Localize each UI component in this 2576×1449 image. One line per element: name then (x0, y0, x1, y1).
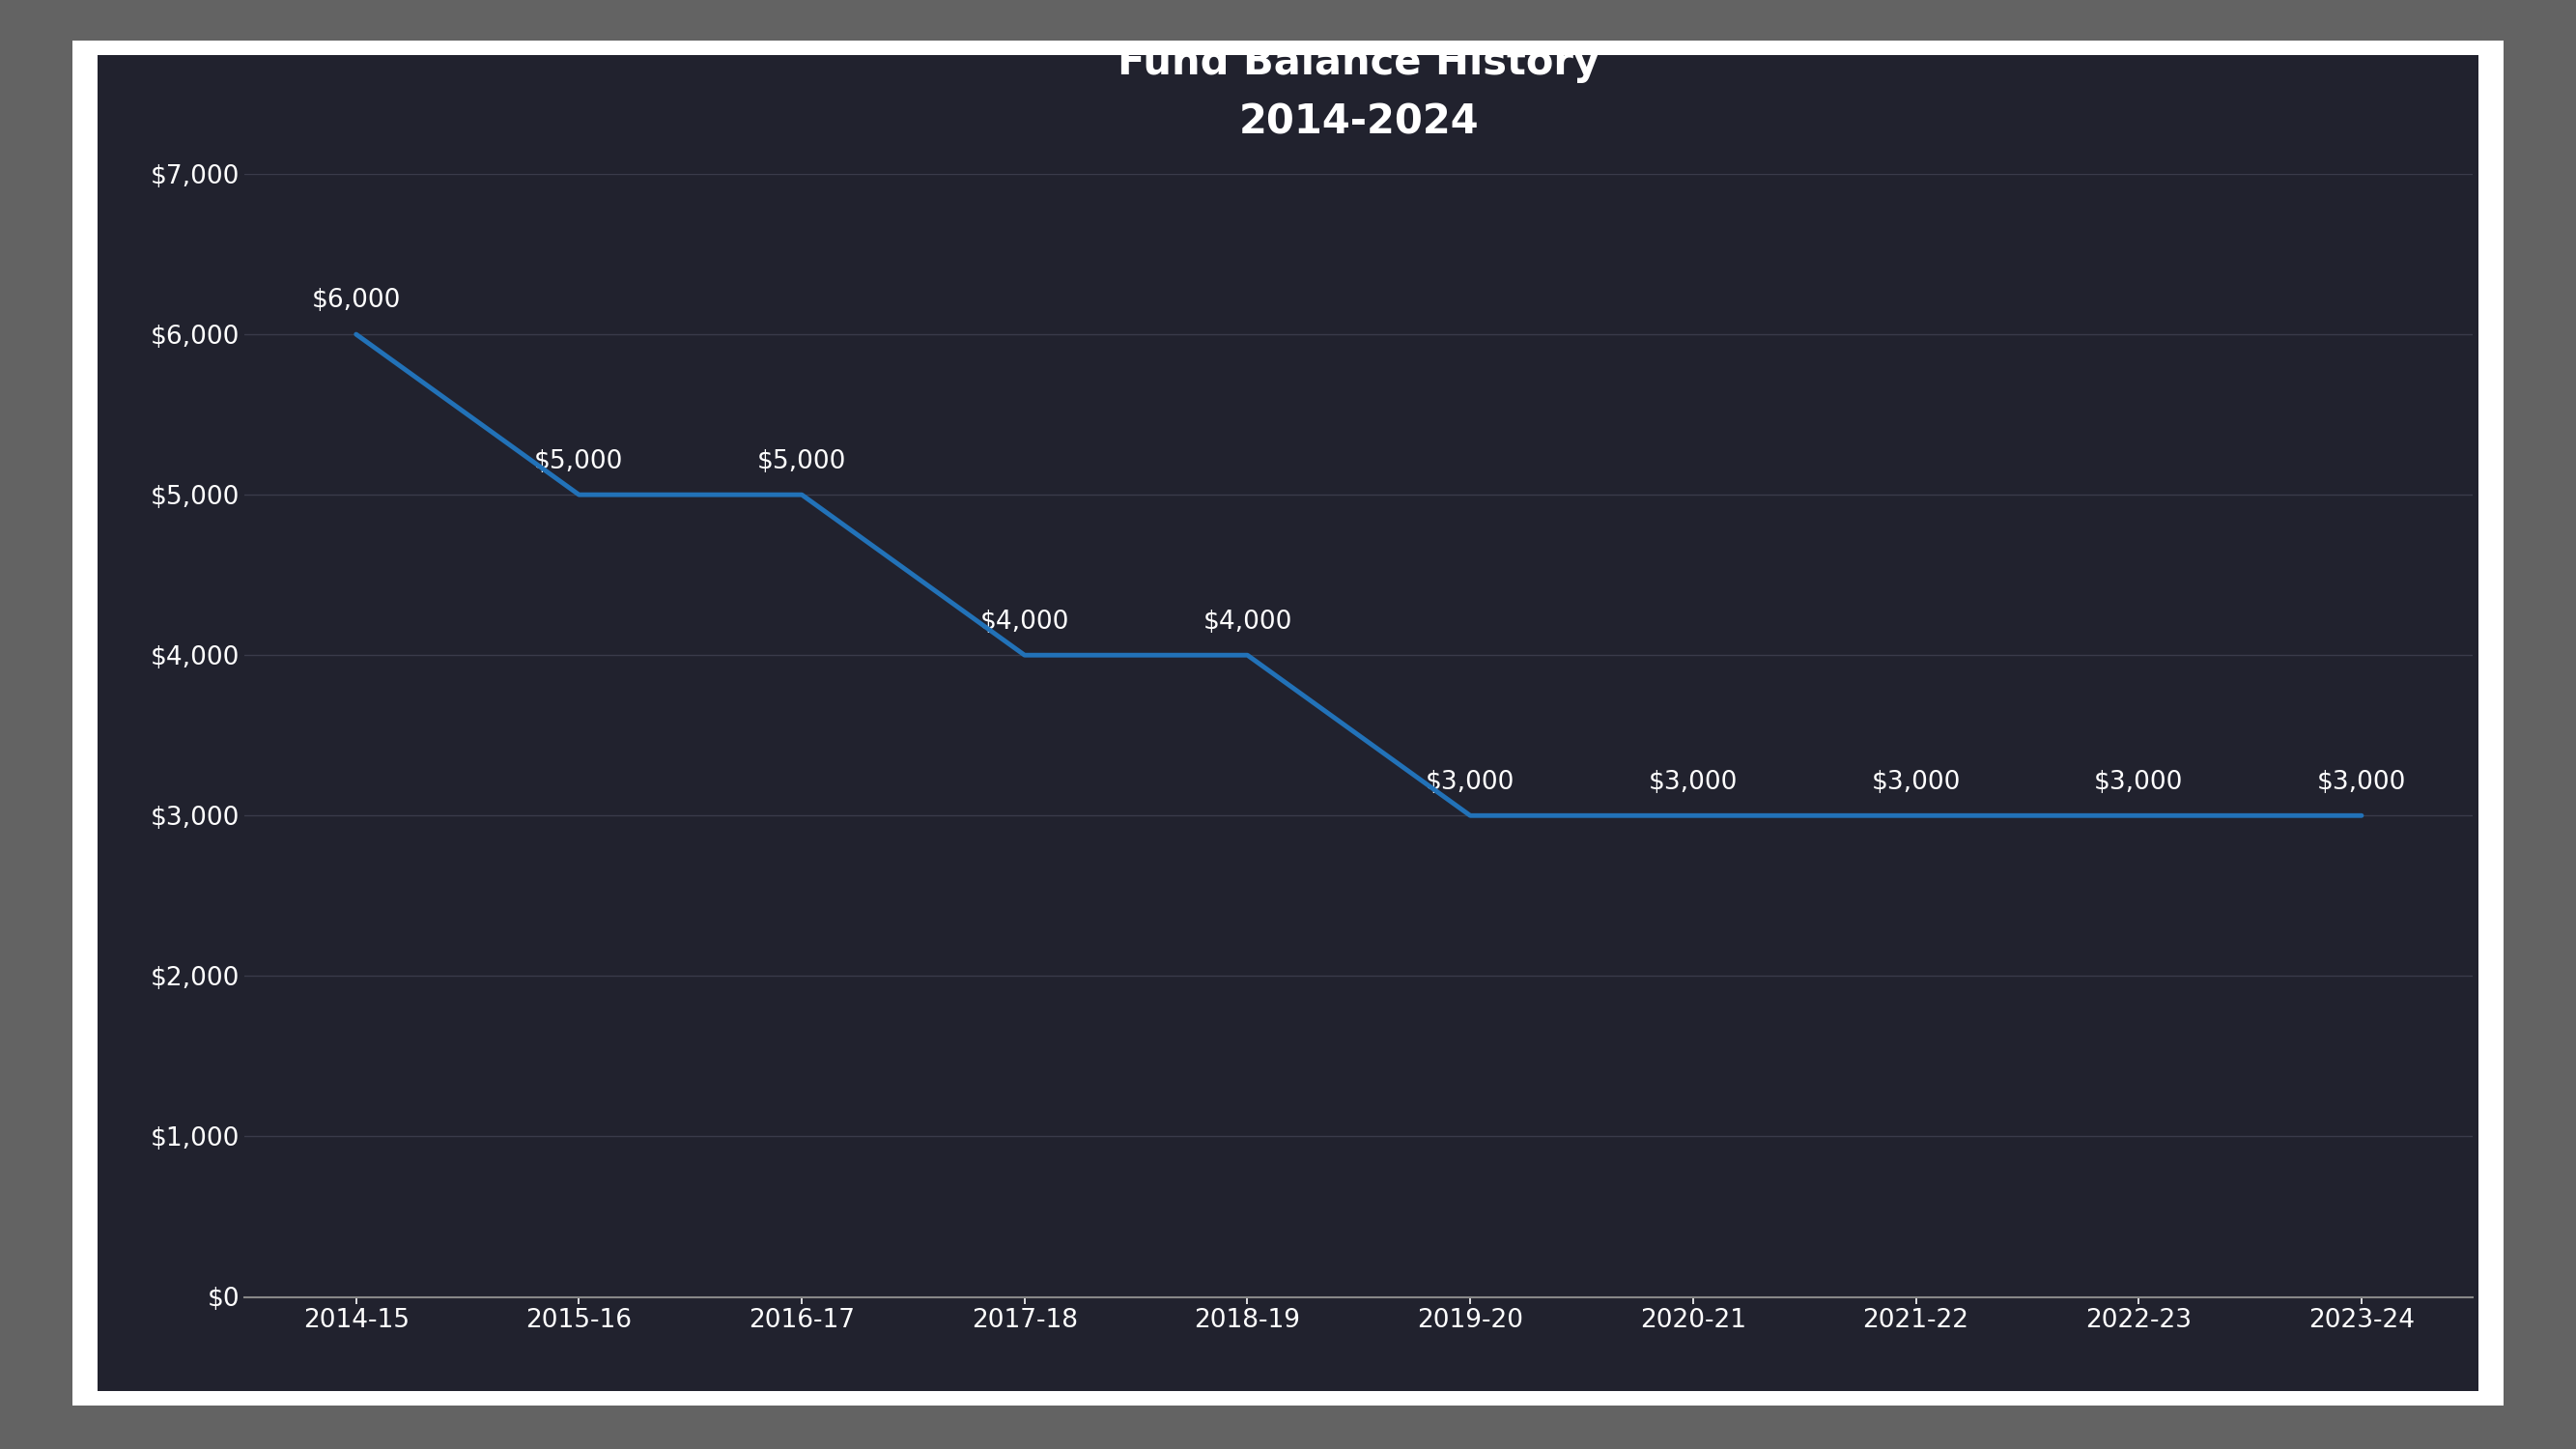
Text: $6,000: $6,000 (312, 288, 402, 313)
Text: $3,000: $3,000 (2316, 769, 2406, 794)
Text: $4,000: $4,000 (979, 609, 1069, 635)
Text: $3,000: $3,000 (1649, 769, 1739, 794)
Title: Fund Balance History
2014-2024: Fund Balance History 2014-2024 (1118, 42, 1600, 142)
Text: $5,000: $5,000 (533, 449, 623, 474)
Text: $3,000: $3,000 (1870, 769, 1960, 794)
Text: $4,000: $4,000 (1203, 609, 1293, 635)
Text: $3,000: $3,000 (2094, 769, 2184, 794)
Text: $3,000: $3,000 (1425, 769, 1515, 794)
Text: $5,000: $5,000 (757, 449, 848, 474)
